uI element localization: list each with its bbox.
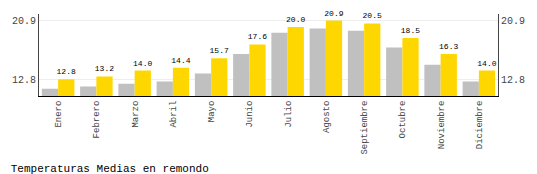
svg-text:20.9: 20.9	[324, 9, 343, 18]
svg-text:15.7: 15.7	[210, 46, 229, 55]
svg-text:Enero: Enero	[54, 101, 64, 128]
svg-text:Mayo: Mayo	[207, 101, 217, 123]
svg-text:20.5: 20.5	[363, 11, 382, 20]
svg-text:Junio: Junio	[245, 101, 255, 128]
svg-text:14.4: 14.4	[171, 56, 190, 65]
svg-text:Julio: Julio	[284, 101, 294, 128]
svg-text:14.0: 14.0	[477, 59, 496, 68]
svg-text:Diciembre: Diciembre	[475, 101, 485, 150]
svg-text:Marzo: Marzo	[131, 101, 141, 128]
svg-text:13.2: 13.2	[95, 64, 114, 73]
svg-text:16.3: 16.3	[439, 42, 458, 51]
svg-text:20.0: 20.0	[286, 15, 305, 24]
svg-text:Noviembre: Noviembre	[437, 101, 447, 150]
svg-text:12.8: 12.8	[12, 75, 36, 86]
svg-text:Agosto: Agosto	[322, 101, 332, 133]
svg-text:20.9: 20.9	[12, 16, 36, 27]
svg-text:Temperaturas Medias en remondo: Temperaturas Medias en remondo	[11, 163, 209, 174]
svg-text:Septiembre: Septiembre	[360, 101, 370, 155]
svg-text:Abril: Abril	[169, 101, 179, 128]
svg-text:18.5: 18.5	[401, 26, 420, 35]
svg-text:14.0: 14.0	[133, 59, 152, 68]
svg-text:Febrero: Febrero	[92, 101, 102, 139]
svg-text:Octubre: Octubre	[398, 101, 408, 139]
svg-text:20.9: 20.9	[501, 16, 525, 27]
svg-text:12.8: 12.8	[501, 75, 525, 86]
svg-text:17.6: 17.6	[248, 32, 267, 41]
svg-text:12.8: 12.8	[57, 67, 76, 76]
